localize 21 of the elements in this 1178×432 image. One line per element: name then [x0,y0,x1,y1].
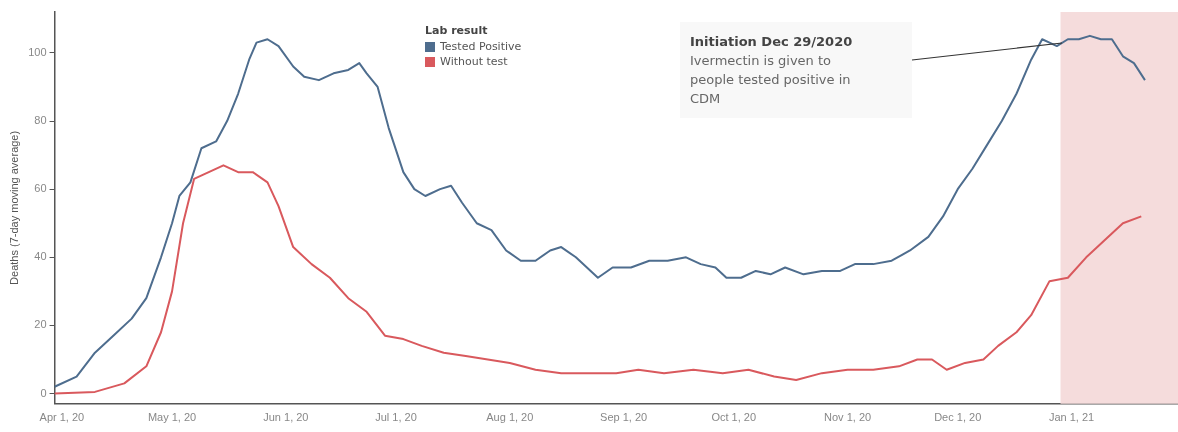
x-tick-label: Sep 1, 20 [600,411,648,424]
x-tick-label: Jun 1, 20 [263,411,309,424]
legend-label: Without test [440,55,508,68]
x-tick-label: May 1, 20 [147,411,197,424]
y-tick-label: 80 [34,114,47,127]
y-tick-label: 40 [34,250,47,263]
legend-title: Lab result [425,24,489,37]
x-tick-label: Nov 1, 20 [824,411,872,424]
x-tick-label: Jul 1, 20 [375,411,417,424]
y-tick-label: 60 [34,182,47,195]
annotation: Initiation Dec 29/2020 Ivermectin is given to people tested positive in CDM [690,33,854,108]
x-tick-label: Aug 1, 20 [486,411,534,424]
y-tick-label: 100 [28,45,47,58]
x-tick-label: Apr 1, 20 [39,411,85,424]
x-tick-label: Oct 1, 20 [711,411,757,424]
legend-label: Tested Positive [440,40,522,53]
y-tick-label: 0 [40,386,47,399]
y-tick-label: 20 [34,318,47,331]
x-tick-label: Dec 1, 20 [934,411,982,424]
x-tick-label: Jan 1, 21 [1048,411,1095,424]
y-axis-title: Deaths (7-day moving average) [7,130,20,285]
